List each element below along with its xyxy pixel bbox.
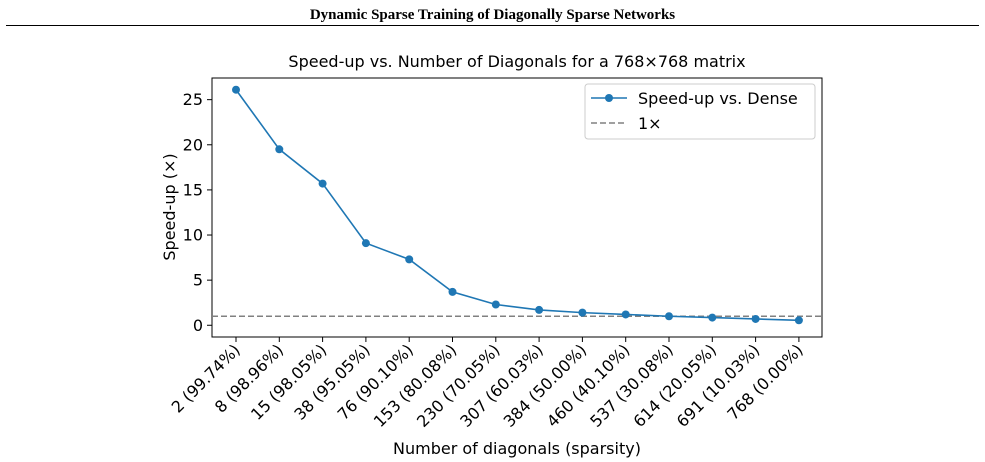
- paper-running-title: Dynamic Sparse Training of Diagonally Sp…: [309, 7, 676, 23]
- data-point: [751, 314, 760, 323]
- data-point: [275, 145, 284, 154]
- header-rule: [6, 25, 979, 26]
- data-point: [578, 308, 587, 317]
- x-axis-label: Number of diagonals (sparsity): [393, 439, 641, 458]
- data-point: [448, 287, 457, 296]
- y-tick-label: 5: [193, 271, 203, 290]
- data-point: [232, 85, 240, 94]
- series-line-speedup: [235, 89, 799, 322]
- data-point: [665, 312, 673, 321]
- x-tick-label: 768 (0.00%): [723, 340, 806, 423]
- data-point: [405, 255, 414, 264]
- y-tick-label: 0: [193, 316, 203, 335]
- series-markers: [232, 85, 803, 325]
- y-tick-label: 25: [183, 90, 203, 109]
- y-axis-label: Speed-up (×): [160, 153, 179, 260]
- y-tick-label: 15: [183, 180, 203, 199]
- chart-title: Speed-up vs. Number of Diagonals for a 7…: [288, 52, 745, 71]
- legend-reference-label: 1×: [638, 114, 662, 133]
- legend-box: [584, 83, 816, 140]
- y-tick-label: 10: [183, 226, 203, 245]
- data-point: [361, 239, 370, 248]
- legend: Speed-up vs. Dense 1×: [584, 83, 816, 140]
- data-point: [318, 179, 327, 188]
- y-axis: 0 5 10 15 20 25: [183, 90, 212, 335]
- legend-series-label: Speed-up vs. Dense: [638, 89, 798, 108]
- legend-series-marker: [605, 94, 613, 102]
- data-point: [535, 305, 544, 314]
- x-axis: 2 (99.74%)8 (98.96%)15 (98.05%)38 (95.05…: [168, 337, 807, 431]
- data-point: [794, 316, 803, 325]
- data-point: [491, 300, 500, 309]
- y-tick-label: 20: [183, 135, 203, 154]
- plot-frame: [211, 77, 823, 338]
- data-point: [708, 313, 717, 322]
- data-point: [621, 310, 630, 319]
